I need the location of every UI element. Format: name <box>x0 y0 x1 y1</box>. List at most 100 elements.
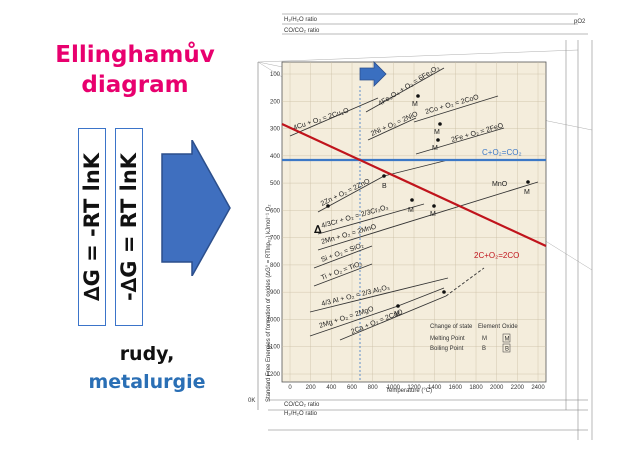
y-tick-label: 800 <box>270 263 281 269</box>
label-mno-phase: MnO <box>492 181 508 188</box>
nomogram-ray-1 <box>257 49 579 63</box>
slide-title-line2: diagram <box>81 72 189 98</box>
legend-oxide: Oxide <box>502 324 518 330</box>
legend-b-oxide: B <box>505 347 509 353</box>
formula-box-right: -∆G = RT lnK <box>115 128 143 326</box>
co-line <box>281 123 547 247</box>
co-annotation: 2C+O₂=2CO <box>474 251 519 260</box>
marker-m: M <box>524 189 530 196</box>
line-nio <box>367 117 417 141</box>
origin-label: 0K <box>248 398 255 404</box>
y-tick-label: 700 <box>270 236 281 242</box>
y-tick-labels: 100 200 300 400 500 600 700 800 900 1000 1100 1200 <box>267 72 281 378</box>
line-cao <box>339 295 447 341</box>
y-tick-label: 1100 <box>267 345 281 351</box>
line-mgo <box>309 305 399 337</box>
line-coo <box>413 95 499 123</box>
delta-symbol: ∆ <box>314 223 322 236</box>
x-tick-label: 2200 <box>511 385 525 391</box>
y-tick-label: 400 <box>270 154 281 160</box>
legend-m-element: M <box>482 336 487 342</box>
top-ratio-h2: H₂/H₂O ratio <box>284 17 318 23</box>
legend-boiling: Boiling Point <box>430 346 464 352</box>
marker-point <box>382 174 386 178</box>
x-tick-label: 0 <box>288 385 292 391</box>
co2-annotation: C+O₂=CO₂ <box>482 148 522 157</box>
y-tick-label: 600 <box>270 208 281 214</box>
legend-change: Change of state <box>430 324 473 330</box>
marker-point <box>396 304 400 308</box>
line-sio2 <box>313 245 373 269</box>
line-cao-dashed <box>445 267 485 297</box>
marker-point <box>410 198 414 202</box>
legend: Change of state Element Oxide Melting Po… <box>430 324 518 353</box>
pointer-arrow-icon <box>359 61 387 87</box>
po2-label: pO2 <box>574 19 586 25</box>
marker-point <box>436 138 440 142</box>
line-feo <box>415 127 505 155</box>
line-mgo-b <box>397 287 445 307</box>
formula-right: -∆G = RT lnK <box>117 152 141 302</box>
line-zno-b <box>383 159 449 177</box>
x-tick-label: 200 <box>306 385 317 391</box>
line-al2o3 <box>309 277 449 313</box>
big-arrow-icon <box>161 140 231 276</box>
y-axis-title: Standard Free Energies of formation of o… <box>265 204 272 402</box>
y-tick-label: 900 <box>270 290 281 296</box>
line-tio2 <box>313 263 373 287</box>
marker-point <box>432 204 436 208</box>
plot-grid <box>282 62 546 382</box>
bottom-label: rudy, metalurgie <box>52 340 242 396</box>
x-tick-label: 600 <box>347 385 358 391</box>
x-axis-title: Temperature (°C) <box>386 388 432 394</box>
x-tick-label: 1200 <box>407 385 421 391</box>
y-tick-label: 300 <box>270 127 281 133</box>
formula-box-left: ∆G = -RT lnK <box>78 128 106 326</box>
bottom-label-line2: metalurgie <box>88 371 206 393</box>
marker-m: M <box>432 145 438 152</box>
y-tick-label: 1200 <box>267 372 281 378</box>
legend-m-oxide-box <box>502 333 511 343</box>
slide-title: Ellinghamův diagram <box>40 40 230 100</box>
marker-m: M <box>412 101 418 108</box>
x-tick-label: 1400 <box>428 385 442 391</box>
marker-b: B <box>382 183 387 190</box>
legend-b-oxide-box <box>502 343 511 353</box>
y-tick-label: 200 <box>270 99 281 105</box>
x-tick-labels: 0 200 400 600 800 1000 1200 1400 1600 1800 2000 220… <box>288 385 545 391</box>
x-tick-label: 2400 <box>531 385 545 391</box>
legend-b-element: B <box>482 346 486 352</box>
y-tick-label: 500 <box>270 181 281 187</box>
y-tick-label: 100 <box>270 72 281 78</box>
marker-point <box>526 180 530 184</box>
bottom-ratio-h2: H₂/H₂O ratio <box>284 411 318 417</box>
x-tick-label: 400 <box>326 385 337 391</box>
ellingham-chart: H₂/H₂O ratio CO/CO₂ ratio pO2 100 200 300 4… <box>248 10 628 446</box>
marker-point <box>326 204 330 208</box>
formula-left: ∆G = -RT lnK <box>80 152 104 302</box>
x-tick-label: 800 <box>368 385 379 391</box>
line-cu2o <box>289 97 379 137</box>
line-cr2o3 <box>317 203 425 235</box>
slide-title-line1: Ellinghamův <box>55 42 215 68</box>
legend-m-oxide: M <box>505 337 510 343</box>
x-tick-label: 1600 <box>449 385 463 391</box>
x-tick-label: 2000 <box>490 385 504 391</box>
legend-melting: Melting Point <box>430 336 465 342</box>
x-tick-label: 1000 <box>387 385 401 391</box>
bottom-label-line1: rudy, <box>119 343 175 365</box>
line-fe2o3 <box>365 67 445 113</box>
phase-letters: M M M B M M M M <box>382 101 530 318</box>
marker-m: M <box>408 207 414 214</box>
marker-m: M <box>394 311 400 318</box>
bottom-ratio-co: CO/CO₂ ratio <box>284 402 320 408</box>
marker-point <box>438 122 442 126</box>
y-tick-label: 1000 <box>267 317 281 323</box>
top-ratio-co: CO/CO₂ ratio <box>284 28 320 34</box>
line-mno <box>317 181 539 251</box>
marker-m: M <box>430 211 436 218</box>
x-tick-label: 1800 <box>469 385 483 391</box>
phase-change-markers <box>326 94 530 308</box>
marker-m: M <box>434 129 440 136</box>
marker-point <box>416 94 420 98</box>
